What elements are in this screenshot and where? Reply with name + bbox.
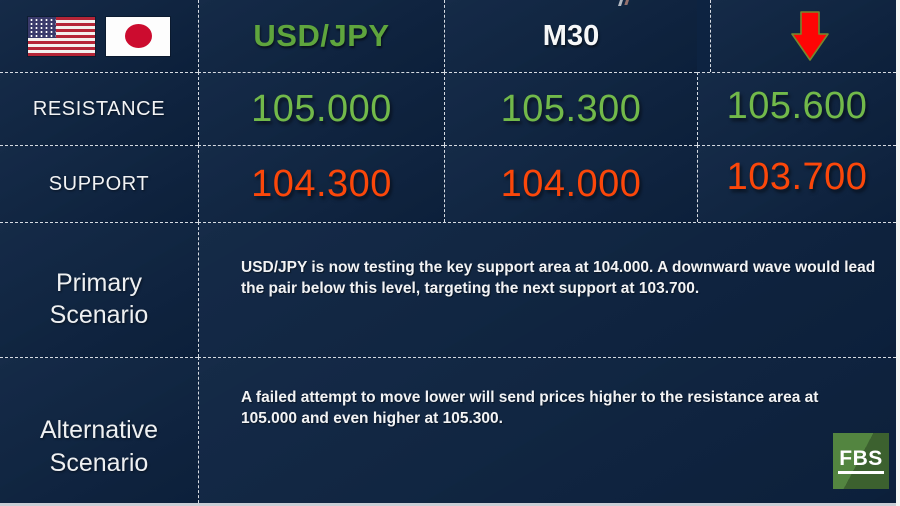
fbs-logo-text: FBS	[838, 448, 884, 474]
support-value-1: 104.300	[251, 162, 392, 205]
resistance-label-cell: RESISTANCE	[0, 72, 198, 145]
resistance-value-cell-3: 105.600	[697, 72, 896, 145]
bottom-edge-strip	[0, 503, 896, 506]
fbs-logo: FBS	[833, 433, 889, 489]
trend-header-cell	[710, 0, 900, 72]
support-value-cell-1: 104.300	[198, 145, 444, 222]
support-value-2: 104.000	[500, 162, 642, 205]
japan-flag-sun	[124, 24, 152, 48]
primary-scenario-label: Primary Scenario	[49, 268, 149, 330]
us-flag-canton	[28, 16, 56, 38]
support-value-3: 103.700	[726, 155, 868, 198]
pair-title: USD/JPY	[253, 18, 390, 53]
resistance-value-3: 105.600	[726, 84, 868, 127]
currency-flags-cell	[0, 0, 198, 72]
red-down-arrow-icon	[791, 11, 829, 61]
support-value-cell-2: 104.000	[444, 145, 697, 222]
resistance-value-cell-2: 105.300	[444, 72, 697, 145]
primary-scenario-text: USD/JPY is now testing the key support a…	[241, 259, 876, 298]
right-edge-strip	[896, 0, 900, 506]
resistance-value-cell-1: 105.000	[198, 72, 444, 145]
primary-scenario-label-cell: Primary Scenario	[0, 222, 198, 357]
us-flag-icon	[28, 16, 95, 56]
resistance-value-2: 105.300	[500, 87, 642, 130]
resistance-label: RESISTANCE	[32, 97, 166, 120]
alternative-scenario-label: Alternative Scenario	[39, 416, 159, 477]
support-value-cell-3: 103.700	[697, 145, 896, 222]
timeframe-header-cell: M30	[444, 0, 697, 72]
alternative-scenario-text: A failed attempt to move lower will send…	[241, 389, 819, 428]
support-label-cell: SUPPORT	[0, 145, 198, 222]
pair-header-cell: USD/JPY	[198, 0, 444, 72]
japan-flag-icon	[106, 16, 170, 56]
support-label: SUPPORT	[48, 172, 150, 195]
resistance-value-1: 105.000	[251, 87, 392, 130]
primary-scenario-text-cell: USD/JPY is now testing the key support a…	[198, 222, 896, 357]
alternative-scenario-text-cell: A failed attempt to move lower will send…	[198, 357, 896, 503]
timeframe-label: M30	[542, 19, 600, 52]
alternative-scenario-label-cell: Alternative Scenario	[0, 357, 198, 503]
